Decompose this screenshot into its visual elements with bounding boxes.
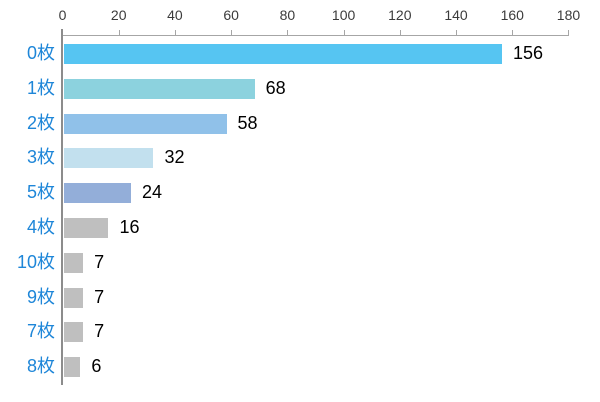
category-label: 9枚 — [26, 286, 55, 307]
bar — [63, 252, 84, 273]
x-axis-tick-mark — [399, 30, 401, 36]
x-axis-tick-mark — [343, 30, 345, 36]
value-label: 16 — [119, 217, 140, 237]
bar — [63, 78, 255, 99]
bar — [63, 322, 84, 343]
x-axis-tick-mark — [231, 30, 233, 36]
value-label: 7 — [94, 321, 105, 342]
category-label: 4枚 — [26, 217, 55, 237]
x-axis-tick-mark — [174, 30, 176, 36]
value-label: 156 — [513, 43, 544, 63]
bar — [63, 218, 109, 238]
value-label: 58 — [237, 112, 258, 133]
category-label: 0枚 — [26, 43, 55, 63]
x-axis-tick-label: 80 — [279, 7, 296, 23]
x-axis-tick-label: 40 — [167, 7, 183, 23]
bar — [63, 183, 131, 204]
category-label: 5枚 — [26, 182, 55, 203]
x-axis-tick-mark — [287, 30, 289, 36]
x-axis-tick-label: 160 — [500, 7, 524, 23]
category-label: 2枚 — [26, 112, 55, 133]
x-axis-tick-label: 60 — [223, 7, 239, 23]
category-label: 1枚 — [26, 77, 55, 98]
x-axis-tick-mark — [456, 30, 458, 36]
x-axis-tick-label: 180 — [556, 7, 581, 23]
bar — [63, 113, 227, 134]
bar — [63, 357, 81, 378]
bar — [63, 44, 503, 64]
value-label: 32 — [164, 147, 185, 168]
x-axis-tick-label: 0 — [58, 7, 67, 23]
category-label: 7枚 — [26, 321, 55, 342]
value-label: 7 — [94, 286, 105, 307]
x-axis-tick-label: 20 — [110, 7, 127, 23]
category-label: 10枚 — [16, 251, 55, 272]
category-label: 8枚 — [26, 356, 55, 377]
bar — [63, 287, 84, 308]
x-axis-tick-label: 100 — [331, 7, 356, 23]
x-axis-tick-mark — [512, 30, 514, 36]
x-axis-tick-mark — [118, 30, 120, 36]
x-axis-tick-label: 140 — [444, 7, 468, 23]
value-label: 68 — [265, 77, 286, 98]
x-axis-tick-mark — [568, 30, 570, 36]
value-label: 7 — [94, 251, 105, 272]
value-label: 24 — [141, 182, 162, 203]
value-label: 6 — [91, 356, 102, 377]
x-axis-line — [62, 35, 570, 36]
y-axis-line — [61, 29, 63, 385]
x-axis-tick-label: 120 — [388, 7, 412, 23]
category-label: 3枚 — [26, 147, 55, 168]
bar — [63, 148, 154, 169]
